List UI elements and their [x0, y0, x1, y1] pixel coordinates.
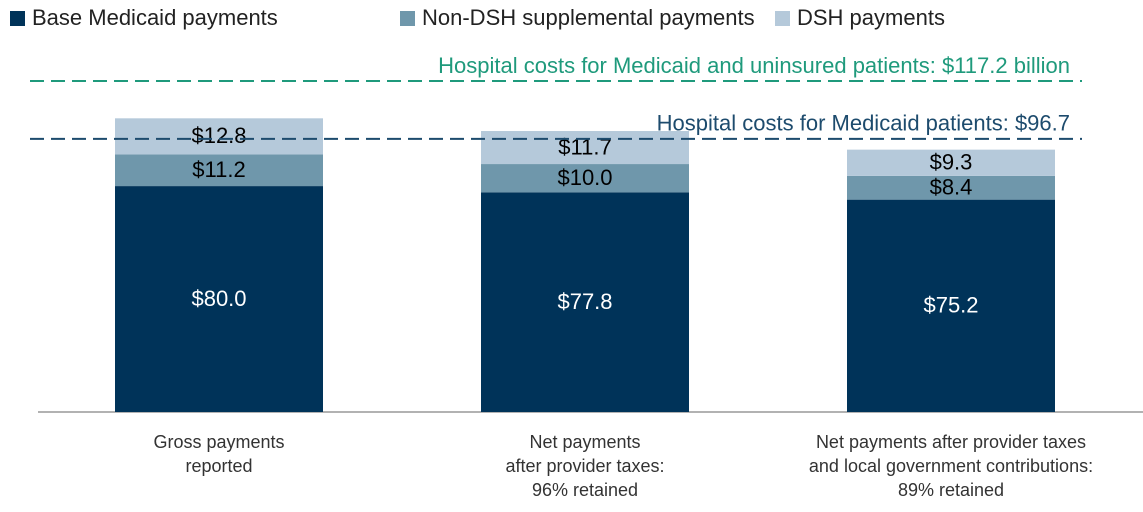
data-label: $80.0	[191, 286, 246, 311]
legend-swatch	[400, 11, 415, 26]
data-label: $10.0	[557, 165, 612, 190]
bar-segment	[847, 149, 1055, 176]
legend-label: DSH payments	[797, 5, 945, 30]
x-tick-label: Gross payments reported	[153, 432, 285, 476]
x-tick-label: Net payments after provider taxes and lo…	[808, 432, 1094, 500]
bar-segment	[481, 192, 689, 412]
data-label: $77.8	[557, 289, 612, 314]
reference-label: Hospital costs for Medicaid and uninsure…	[438, 53, 1070, 78]
data-label: $9.3	[930, 150, 973, 175]
legend-swatch	[775, 11, 790, 26]
data-label: $75.2	[923, 293, 978, 318]
legend-label: Non-DSH supplemental payments	[422, 5, 755, 30]
data-label: $8.4	[930, 175, 973, 200]
x-tick-label: Net payments after provider taxes: 96% r…	[505, 432, 665, 500]
data-label: $11.2	[192, 157, 245, 182]
bar-segment	[115, 154, 323, 187]
data-label: $12.8	[191, 123, 246, 148]
bar-segment	[115, 118, 323, 155]
legend-swatch	[10, 11, 25, 26]
bar-segment	[847, 199, 1055, 412]
bar-segment	[115, 186, 323, 412]
bar-segment	[481, 164, 689, 193]
bar-segment	[481, 131, 689, 165]
bar-segment	[847, 175, 1055, 200]
legend-label: Base Medicaid payments	[32, 5, 278, 30]
reference-label: Hospital costs for Medicaid patients: $9…	[657, 111, 1070, 136]
